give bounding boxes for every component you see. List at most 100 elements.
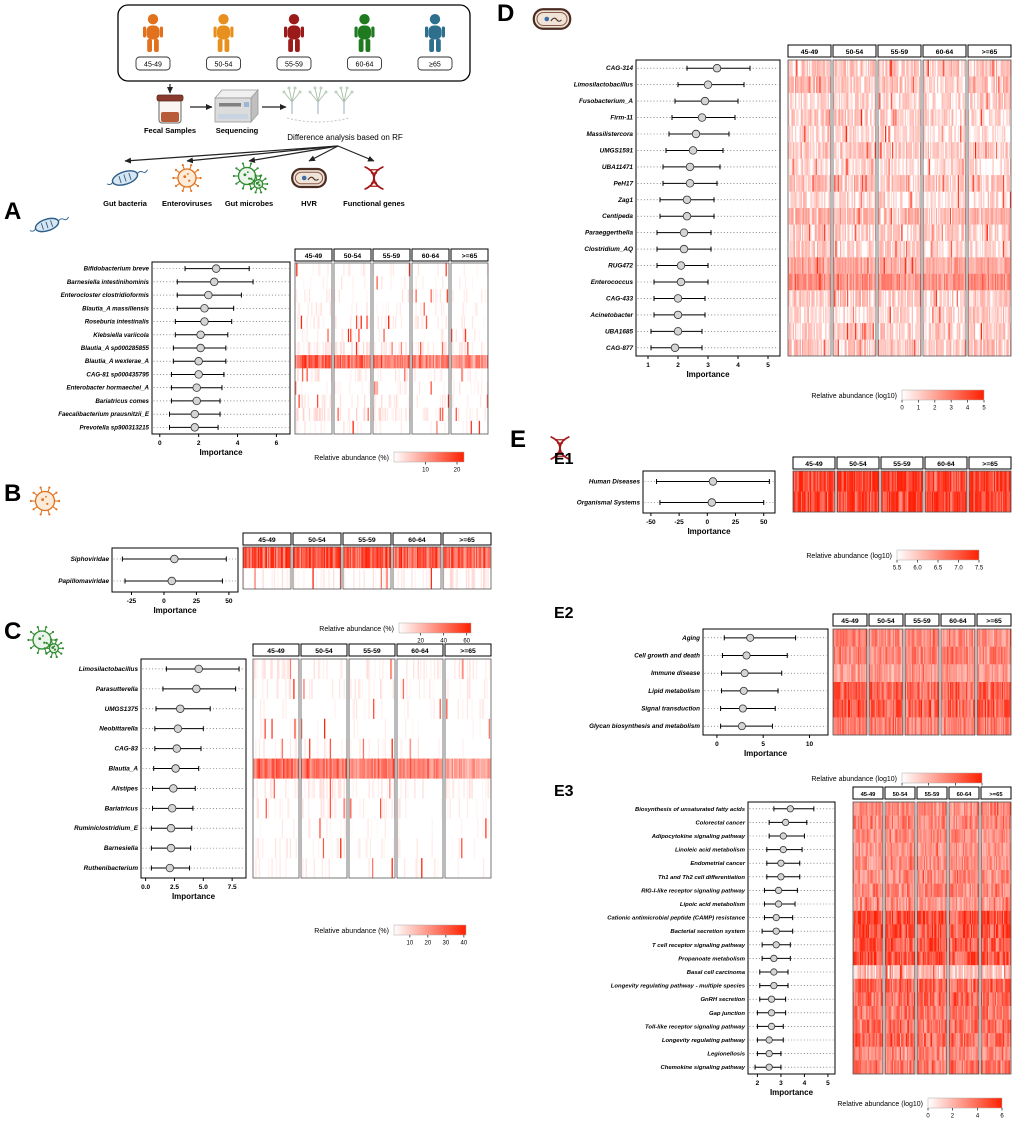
heatmap-strip (310, 547, 312, 569)
heatmap-strip (853, 125, 856, 143)
heatmap-strip (260, 547, 262, 569)
heatmap-strip (949, 175, 952, 192)
heatmap-strip (357, 718, 359, 739)
heatmap-strip (981, 273, 984, 291)
heatmap-strip (271, 778, 273, 799)
heatmap-strip (943, 60, 946, 77)
heatmap-strip (465, 547, 468, 569)
heatmap-strip (1008, 175, 1010, 192)
heatmap-strip (330, 547, 333, 569)
heatmap-strip (986, 76, 988, 94)
heatmap-strip (1001, 273, 1004, 291)
person-icon (354, 26, 358, 38)
heatmap-strip (357, 758, 359, 779)
heatmap-strip (349, 355, 351, 369)
heatmap-strip (270, 758, 272, 779)
heatmap-strip (873, 175, 875, 192)
heatmap-strip (859, 76, 862, 94)
heatmap-strip (1002, 257, 1005, 274)
heatmap-strip (856, 158, 858, 176)
heatmap-strip (949, 257, 952, 274)
heatmap-strip (304, 420, 306, 435)
heatmap-strip (829, 257, 832, 274)
heatmap-strip (794, 339, 797, 357)
heatmap-strip (817, 125, 819, 143)
heatmap-strip (826, 60, 828, 77)
heatmap-strip (456, 568, 459, 590)
heatmap-strip (893, 76, 895, 94)
heatmap-strip (788, 290, 790, 307)
heatmap-strip (838, 306, 841, 324)
heatmap-strip (431, 355, 433, 369)
heatmap-strip (800, 290, 803, 307)
heatmap-strip (807, 76, 810, 94)
heatmap-strip (969, 471, 971, 492)
heatmap-strip (803, 323, 805, 340)
heatmap-strip (987, 257, 990, 274)
heatmap-strip (951, 471, 953, 492)
heatmap-strip (811, 273, 813, 291)
heatmap-strip (481, 381, 483, 395)
heatmap-strip (916, 208, 918, 225)
person-icon (425, 26, 429, 38)
heatmap-strip (812, 491, 814, 513)
heatmap-strip (390, 778, 392, 799)
heatmap-strip (876, 471, 879, 492)
heatmap-strip (951, 491, 953, 513)
heatmap-strip (850, 306, 852, 324)
heatmap-strip (883, 224, 886, 242)
heatmap-strip (386, 355, 389, 369)
heatmap-strip (870, 109, 872, 126)
person-icon (371, 26, 375, 38)
heatmap-strip (902, 471, 904, 492)
heatmap-strip (959, 92, 961, 110)
heatmap-strip (957, 158, 960, 176)
heatmap-strip (917, 208, 919, 225)
heatmap-strip (860, 208, 863, 225)
heatmap-strip (380, 568, 383, 590)
heatmap-strip (366, 302, 368, 316)
heatmap-strip (890, 109, 893, 126)
heatmap-strip (1006, 76, 1008, 94)
heatmap-strip (312, 547, 314, 569)
heatmap-strip (987, 60, 990, 77)
heatmap-strip (932, 306, 934, 324)
heatmap-strip (959, 240, 961, 258)
heatmap-strip (991, 471, 993, 492)
heatmap-strip (842, 125, 844, 143)
heatmap-strip (818, 339, 820, 357)
heatmap-strip (991, 339, 993, 357)
axis-tick-label: 3 (706, 362, 710, 369)
heatmap-strip (820, 92, 822, 110)
heatmap-strip (789, 60, 791, 77)
sequencer-icon (244, 102, 249, 107)
heatmap-strip (983, 125, 985, 143)
heatmap-strip (813, 471, 815, 492)
heatmap-strip (924, 240, 926, 258)
heatmap-strip (858, 208, 860, 225)
heatmap-strip (258, 858, 261, 879)
heatmap-strip (914, 290, 916, 307)
axis-tick-label: 6 (275, 440, 279, 447)
heatmap-strip (839, 240, 842, 258)
heatmap-strip (464, 276, 467, 290)
heatmap-strip (379, 407, 382, 421)
heatmap-strip (973, 224, 976, 242)
heatmap-strip (943, 257, 946, 274)
heatmap-strip (829, 158, 832, 176)
heatmap-strip (301, 547, 303, 569)
heatmap-strip (440, 407, 443, 421)
heatmap-strip (893, 240, 895, 258)
heatmap-strip (857, 323, 859, 340)
heatmap-strip (310, 276, 312, 290)
heatmap-strip (299, 547, 302, 569)
heatmap-strip (439, 407, 442, 421)
heatmap-strip (788, 76, 790, 94)
heatmap-strip (864, 109, 866, 126)
forest-row-label: UBA11471 (602, 164, 634, 171)
heatmap-strip (326, 758, 328, 779)
person-icon (288, 14, 300, 25)
heatmap-strip (789, 290, 791, 307)
heatmap-strip (428, 302, 430, 316)
heatmap-strip (842, 76, 844, 94)
